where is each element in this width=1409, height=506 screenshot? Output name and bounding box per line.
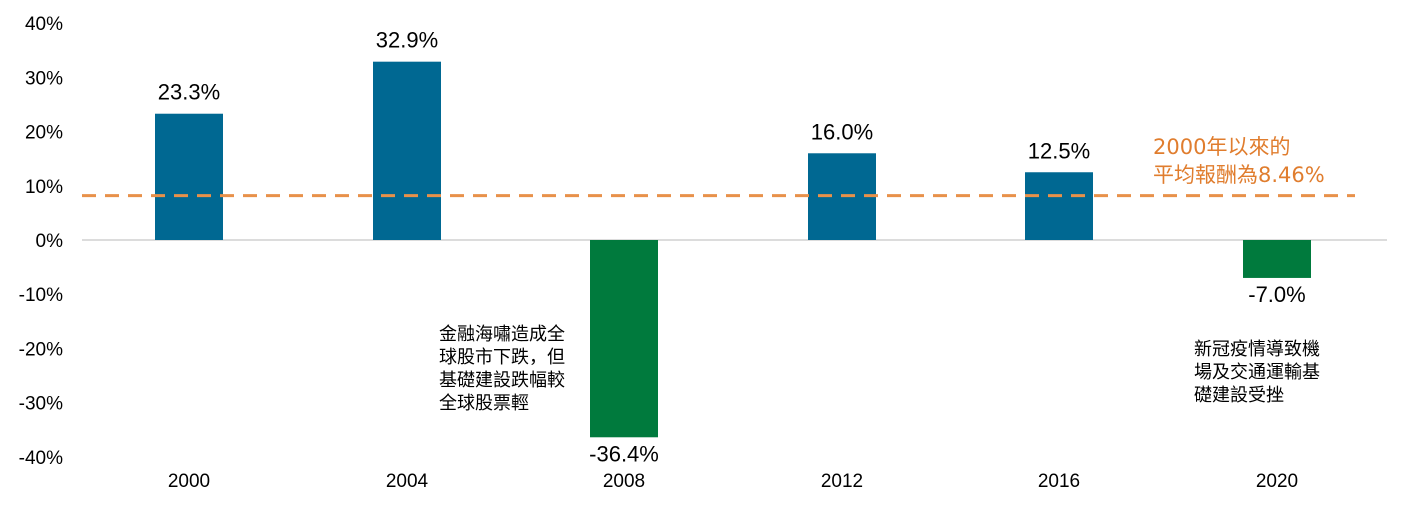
average-label-line: 2000年以來的: [1153, 135, 1290, 159]
y-tick-label: -40%: [19, 448, 63, 469]
bar-2008: [590, 240, 658, 438]
y-tick-label: -20%: [19, 339, 63, 360]
data-label-2012: 16.0%: [811, 119, 873, 144]
y-tick-label: 0%: [36, 231, 64, 252]
annotation-line: 礎建設受挫: [1194, 385, 1284, 406]
data-label-2020: -7.0%: [1248, 282, 1305, 307]
y-tick-label: 30%: [25, 68, 63, 89]
x-tick-label: 2016: [1038, 471, 1080, 492]
annotation-line: 金融海嘯造成全: [439, 324, 565, 345]
x-tick-label: 2020: [1256, 471, 1298, 492]
bar-2016: [1025, 172, 1093, 240]
bar-2020: [1243, 240, 1311, 278]
y-tick-label: 40%: [25, 14, 63, 35]
x-axis-ticks: 2000 2004 2008 2012 2016 2020: [168, 471, 1298, 492]
data-label-2004: 32.9%: [376, 28, 438, 53]
bars: [155, 61, 1311, 438]
annotation-line: 新冠疫情導致機: [1194, 339, 1320, 360]
bar-2004: [373, 61, 441, 240]
y-tick-label: -30%: [19, 394, 63, 415]
y-tick-label: 20%: [25, 123, 63, 144]
annotation-line: 球股市下跌，但: [439, 347, 565, 368]
data-label-2008: -36.4%: [589, 441, 659, 466]
data-labels: 23.3% 32.9% -36.4% 16.0% 12.5% -7.0%: [158, 28, 1306, 467]
data-label-2016: 12.5%: [1028, 138, 1090, 163]
x-tick-label: 2008: [603, 471, 645, 492]
y-tick-label: -10%: [19, 285, 63, 306]
x-tick-label: 2000: [168, 471, 210, 492]
y-tick-label: 10%: [25, 177, 63, 198]
annotation-line: 全球股票輕: [439, 393, 529, 414]
annotation-line: 基礎建設跌幅較: [439, 370, 565, 391]
x-tick-label: 2012: [821, 471, 863, 492]
x-tick-label: 2004: [386, 471, 429, 492]
average-label-line: 平均報酬為8.46%: [1153, 163, 1325, 187]
y-axis-ticks: 40% 30% 20% 10% 0% -10% -20% -30% -40%: [19, 14, 63, 469]
bar-2000: [155, 113, 223, 240]
data-label-2000: 23.3%: [158, 80, 220, 105]
annotation-line: 場及交通運輸基: [1194, 362, 1320, 383]
